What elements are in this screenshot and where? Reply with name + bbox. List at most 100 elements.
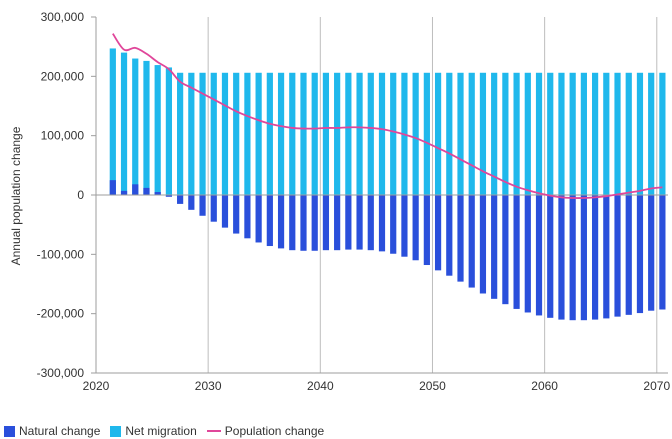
bar-net-migration-2024	[143, 60, 150, 196]
bar-net-migration-2052	[457, 72, 464, 195]
bar-net-migration-2035	[266, 72, 273, 195]
bar-net-migration-2026	[165, 67, 173, 195]
y-tick-label: 200,000	[41, 69, 85, 83]
legend-item-natural-change: Natural change	[4, 424, 100, 438]
population-change-line	[112, 33, 663, 199]
bar-net-migration-2032	[233, 72, 240, 195]
bar-net-migration-2064	[591, 72, 599, 195]
bar-net-migration-2068	[636, 72, 644, 195]
bar-net-migration-2069	[648, 72, 655, 195]
bar-net-migration-2055	[491, 72, 498, 195]
y-tick-label: -200,000	[37, 307, 85, 321]
bar-natural-change-2051	[446, 195, 453, 276]
bar-natural-change-2027	[177, 195, 184, 204]
bar-natural-change-2022	[120, 190, 128, 195]
bar-net-migration-2037	[289, 72, 296, 195]
bar-natural-change-2041	[334, 195, 341, 251]
bar-net-migration-2023	[132, 58, 139, 196]
x-tick-label: 2020	[83, 379, 110, 393]
bar-net-migration-2057	[513, 72, 520, 195]
bar-net-migration-2066	[614, 72, 621, 195]
bar-net-migration-2067	[625, 72, 632, 195]
bar-natural-change-2061	[558, 195, 565, 320]
legend-label-net-migration: Net migration	[125, 424, 197, 438]
x-tick-label: 2070	[643, 379, 670, 393]
bar-natural-change-2034	[255, 195, 262, 243]
bar-net-migration-2060	[547, 72, 554, 195]
bar-natural-change-2048	[412, 195, 419, 261]
y-tick-label: 100,000	[41, 129, 85, 143]
x-tick-label: 2040	[307, 379, 334, 393]
bar-net-migration-2038	[300, 72, 307, 195]
bar-natural-change-2042	[345, 195, 352, 250]
bar-net-migration-2029	[199, 72, 206, 195]
bar-net-migration-2040	[322, 72, 330, 195]
bar-natural-change-2069	[648, 195, 655, 311]
bar-net-migration-2065	[603, 72, 610, 195]
y-tick-label: -100,000	[37, 247, 85, 261]
bar-natural-change-2025	[154, 192, 161, 195]
x-tick-labels: 2020 2030 2040 2050 2060 2070	[83, 379, 671, 393]
bar-net-migration-2048	[412, 72, 419, 195]
bar-natural-change-2038	[300, 195, 307, 251]
bar-net-migration-2046	[390, 72, 397, 195]
bar-natural-change-2070	[659, 195, 666, 310]
legend-item-population-change: Population change	[206, 424, 325, 438]
y-tick-labels: -300,000 -200,000 -100,000 0 100,000 200,000 3…	[37, 10, 85, 380]
bar-natural-change-2049	[423, 195, 430, 266]
bar-net-migration-2045	[378, 72, 386, 195]
bar-natural-change-2024	[143, 187, 150, 195]
bar-natural-change-2068	[636, 195, 644, 314]
bar-natural-change-2035	[266, 195, 273, 247]
bar-natural-change-2060	[547, 195, 554, 318]
bar-net-migration-2043	[356, 72, 363, 195]
bar-net-migration-2051	[446, 72, 453, 195]
bar-net-migration-2021	[109, 48, 116, 195]
bar-natural-change-2054	[479, 195, 487, 294]
bars	[109, 48, 666, 321]
bar-net-migration-2034	[255, 72, 262, 195]
bar-natural-change-2040	[322, 195, 330, 251]
y-tick-label: -300,000	[37, 366, 85, 380]
bar-natural-change-2031	[221, 195, 229, 228]
bar-natural-change-2053	[468, 195, 475, 288]
bar-net-migration-2028	[188, 72, 195, 195]
bar-natural-change-2028	[188, 195, 195, 210]
y-tick-label: 300,000	[41, 10, 85, 24]
bar-natural-change-2023	[132, 184, 139, 195]
legend-label-population-change: Population change	[224, 424, 325, 438]
bar-natural-change-2036	[277, 195, 285, 249]
x-tick-label: 2030	[195, 379, 222, 393]
bar-natural-change-2057	[513, 195, 520, 309]
bar-natural-change-2039	[311, 195, 318, 251]
bar-natural-change-2032	[233, 195, 240, 234]
bar-net-migration-2056	[502, 72, 509, 195]
bar-natural-change-2037	[289, 195, 296, 251]
bar-natural-change-2067	[625, 195, 632, 315]
bar-natural-change-2062	[569, 195, 576, 321]
bar-natural-change-2066	[614, 195, 621, 317]
bar-net-migration-2053	[468, 72, 475, 195]
bar-net-migration-2027	[177, 72, 184, 195]
bar-net-migration-2033	[244, 72, 251, 195]
bar-net-migration-2030	[210, 72, 217, 195]
bar-net-migration-2054	[479, 72, 487, 195]
population-change-line-group	[112, 33, 663, 199]
bar-net-migration-2025	[154, 65, 161, 195]
bar-net-migration-2031	[221, 72, 229, 195]
bar-natural-change-2029	[199, 195, 206, 216]
bar-natural-change-2047	[401, 195, 408, 257]
legend: Natural change Net migration Population …	[4, 424, 324, 438]
bar-natural-change-2064	[591, 195, 599, 320]
bar-net-migration-2070	[659, 72, 666, 195]
axes	[91, 16, 668, 374]
bar-net-migration-2039	[311, 72, 318, 195]
y-tick-label: 0	[77, 188, 84, 202]
legend-item-net-migration: Net migration	[110, 424, 197, 438]
bar-natural-change-2055	[491, 195, 498, 299]
bar-net-migration-2062	[569, 72, 576, 195]
bar-natural-change-2030	[210, 195, 217, 222]
bar-natural-change-2059	[535, 195, 543, 316]
bar-net-migration-2058	[524, 72, 531, 195]
